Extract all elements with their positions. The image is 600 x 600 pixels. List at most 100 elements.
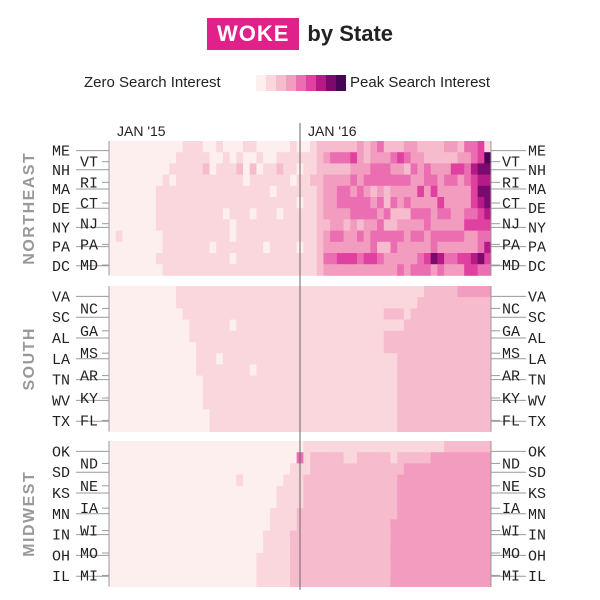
state-label-left: TN	[52, 373, 70, 390]
heatmap-cell	[383, 230, 391, 243]
heatmap-cell	[444, 485, 452, 498]
heatmap-cell	[129, 286, 137, 298]
heatmap-cell	[390, 230, 398, 243]
heatmap-cell	[283, 409, 291, 421]
heatmap-cell	[417, 253, 425, 265]
heatmap-cell	[457, 319, 465, 332]
heatmap-cell	[176, 208, 184, 220]
heatmap-cell	[457, 174, 465, 187]
heatmap-cell	[256, 497, 264, 509]
heatmap-cell	[477, 141, 485, 153]
heatmap-cell	[155, 185, 164, 198]
heatmap-cell	[236, 409, 244, 421]
heatmap-cell	[135, 409, 143, 421]
heatmap-cell	[316, 575, 324, 587]
heatmap-cell	[243, 152, 251, 164]
state-label-left: NH	[52, 163, 70, 180]
heatmap-cell	[457, 409, 465, 421]
heatmap-cell	[135, 208, 143, 220]
heatmap-cell	[363, 342, 371, 354]
heatmap-cell	[430, 530, 438, 543]
heatmap-cell	[182, 185, 190, 198]
heatmap-cell	[310, 463, 318, 475]
heatmap-cell	[457, 330, 465, 343]
heatmap-cell	[263, 409, 271, 421]
heatmap-cell	[430, 541, 438, 554]
heatmap-cell	[283, 197, 291, 209]
heatmap-cell	[377, 174, 385, 187]
heatmap-cell	[155, 530, 164, 543]
heatmap-cell	[169, 286, 177, 298]
heatmap-cell	[149, 420, 157, 432]
heatmap-cell	[142, 230, 150, 243]
heatmap-cell	[209, 342, 217, 354]
heatmap-cell	[169, 530, 177, 543]
heatmap-cell	[330, 541, 338, 554]
heatmap-cell	[109, 185, 117, 198]
heatmap-cell	[129, 319, 137, 332]
heatmap-cell	[303, 163, 311, 175]
heatmap-cell	[477, 219, 485, 231]
heatmap-cell	[249, 141, 257, 153]
heatmap-cell	[484, 297, 492, 309]
heatmap-cell	[222, 230, 231, 243]
heatmap-cell	[269, 519, 277, 531]
heatmap-cell	[417, 342, 425, 354]
heatmap-cell	[417, 230, 425, 243]
heatmap-cell	[169, 485, 177, 498]
heatmap-cell	[350, 375, 358, 388]
state-label-right: LA	[528, 352, 546, 369]
state-label-inner-right: FL	[502, 413, 520, 430]
heatmap-cell	[276, 319, 284, 332]
heatmap-cell	[256, 152, 264, 164]
heatmap-cell	[450, 463, 458, 475]
heatmap-cell	[229, 330, 237, 343]
heatmap-cell	[209, 497, 217, 509]
heatmap-cell	[370, 163, 378, 175]
heatmap-cell	[276, 208, 284, 220]
heatmap-cell	[363, 485, 371, 498]
heatmap-cell	[457, 353, 465, 365]
heatmap-cell	[283, 519, 291, 531]
heatmap-cell	[189, 463, 197, 475]
heatmap-cell	[189, 441, 197, 453]
heatmap-cell	[383, 364, 391, 376]
heatmap-cell	[310, 485, 318, 498]
heatmap-cell	[135, 575, 143, 587]
heatmap-cell	[182, 485, 190, 498]
heatmap-cell	[437, 152, 445, 164]
heatmap-cell	[176, 141, 184, 153]
heatmap-cell	[383, 564, 391, 576]
heatmap-cell	[109, 342, 117, 354]
heatmap-cell	[390, 141, 398, 153]
heatmap-cell	[450, 197, 458, 209]
heatmap-cell	[457, 375, 465, 388]
heatmap-cell	[216, 319, 224, 332]
heatmap-cell	[269, 174, 277, 187]
heatmap-cell	[109, 219, 117, 231]
heatmap-cell	[330, 485, 338, 498]
heatmap-cell	[122, 174, 130, 187]
heatmap-cell	[256, 185, 264, 198]
heatmap-cell	[222, 330, 231, 343]
heatmap-cell	[142, 474, 150, 487]
heatmap-cell	[229, 398, 237, 410]
heatmap-cell	[484, 286, 492, 298]
heatmap-cell	[269, 485, 277, 498]
heatmap-cell	[477, 286, 485, 298]
heatmap-cell	[115, 342, 123, 354]
heatmap-cell	[403, 241, 411, 254]
heatmap-cell	[370, 152, 378, 164]
heatmap-cell	[289, 230, 298, 243]
heatmap-cell	[135, 553, 143, 565]
heatmap-cell	[216, 253, 224, 265]
heatmap-cell	[323, 308, 331, 320]
heatmap-cell	[249, 553, 257, 565]
heatmap-cell	[477, 163, 485, 175]
heatmap-cell	[216, 286, 224, 298]
heatmap-cell	[316, 197, 324, 209]
heatmap-cell	[464, 330, 472, 343]
heatmap-cell	[263, 519, 271, 531]
heatmap-cell	[196, 241, 204, 254]
heatmap-cell	[403, 308, 411, 320]
